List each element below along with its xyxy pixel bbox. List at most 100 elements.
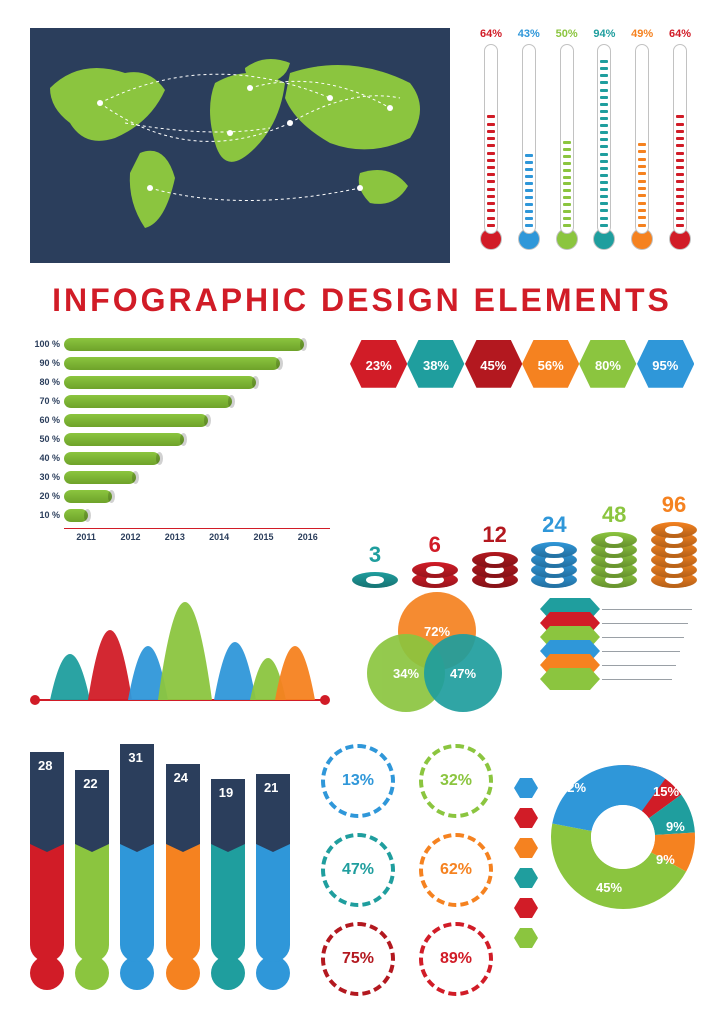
pct-value: 13% [342,772,374,790]
ring-stack-label: 96 [662,492,686,518]
thermometer: 50% [554,28,580,263]
hex-bullet [514,838,538,858]
thermometers: 64% 43% 50% 94% 49% 64% [478,28,693,263]
hbar-bar [64,490,112,503]
hbar-label: 30 % [30,472,64,482]
pct-value: 47% [342,861,374,879]
ring3d [531,542,577,558]
donut-label: 32% [560,780,586,795]
vbar-value: 28 [38,758,52,773]
layer-line [602,609,692,610]
thermometer: 94% [591,28,617,263]
percentage-circles: 13% 32% 47% 62% 75% 89% [312,740,502,1000]
vbar-value: 31 [128,750,142,765]
main-title: INFOGRAPHIC DESIGN ELEMENTS [0,282,724,319]
hbar-bar [64,471,136,484]
hbar-row: 80 % [30,373,330,391]
ring3d [412,562,458,578]
hex-bullet [514,898,538,918]
pct-value: 32% [440,772,472,790]
ring3d [352,572,398,588]
thermo-tube [560,44,574,234]
hbar-row: 70 % [30,392,330,410]
layer-line [602,651,680,652]
thermometer: 49% [629,28,655,263]
layer-line [602,623,688,624]
hbar-row: 50 % [30,430,330,448]
hbar-label: 10 % [30,510,64,520]
hbar-row: 90 % [30,354,330,372]
ring3d [651,522,697,538]
hbar-label: 70 % [30,396,64,406]
hex-bullet [514,778,538,798]
thermo-label: 94% [593,28,615,40]
pct-value: 89% [440,950,472,968]
hbar-bar [64,376,256,389]
world-map-panel [30,28,450,263]
pct-circle: 32% [410,740,502,823]
vbar: 31 [120,744,154,990]
hbar-label: 100 % [30,339,64,349]
pct-circle: 47% [312,829,404,912]
wave-chart [30,590,330,710]
ribbon-item: 56% [522,340,579,390]
vbar: 24 [166,764,200,990]
hbar-bar [64,338,304,351]
hbar-row: 10 % [30,506,330,524]
vbar: 21 [256,774,290,990]
pct-value: 62% [440,861,472,879]
chevron-ribbon: 23%38%45%56%80%95% [350,340,694,390]
thermo-label: 64% [480,28,502,40]
ring3d [472,552,518,568]
donut-label: 45% [596,880,622,895]
venn-diagram: 72%34%47% [362,592,512,712]
ring-stack: 3 [352,542,398,582]
hbar-label: 50 % [30,434,64,444]
ring3d [591,532,637,548]
thermometer: 64% [478,28,504,263]
ribbon-item: 23% [350,340,407,390]
vbar-value: 19 [219,785,233,800]
hbar-row: 40 % [30,449,330,467]
pct-circle: 75% [312,917,404,1000]
ring-stack: 96 [651,492,697,582]
horizontal-bar-chart: 100 %90 %80 %70 %60 %50 %40 %30 %20 %10 … [30,335,330,545]
pct-circle: 13% [312,740,404,823]
ring-stack-label: 48 [602,502,626,528]
hbar-row: 30 % [30,468,330,486]
ring-stack-label: 24 [542,512,566,538]
layer-line [602,665,676,666]
hbar-label: 80 % [30,377,64,387]
vbar: 19 [211,779,245,990]
layer-stack [540,598,700,708]
ribbon-item: 38% [407,340,464,390]
vbar-value: 21 [264,780,278,795]
hbar-bar [64,357,280,370]
donut-label: 9% [656,852,675,867]
ring-stack: 48 [591,502,637,582]
donut-label: 15% [653,784,679,799]
donut-label: 9% [666,819,685,834]
thermo-label: 43% [518,28,540,40]
thermometer: 64% [667,28,693,263]
hex-bullet [514,928,538,948]
hbar-bar [64,509,88,522]
hbar-bar [64,395,232,408]
hbar-label: 90 % [30,358,64,368]
hbar-bar [64,433,184,446]
pct-value: 75% [342,950,374,968]
ribbon-item: 95% [637,340,694,390]
vbar: 22 [75,770,109,990]
thermo-tube [597,44,611,234]
thermo-label: 50% [556,28,578,40]
hbar-bar [64,414,208,427]
thermo-tube [673,44,687,234]
thermo-tube [522,44,536,234]
thermometer: 43% [516,28,542,263]
vbar-value: 22 [83,776,97,791]
ring-stack: 6 [412,532,458,582]
hbar-bar [64,452,160,465]
hbar-label: 20 % [30,491,64,501]
pct-circle: 62% [410,829,502,912]
ring-stacks: 3612244896 [352,422,697,582]
